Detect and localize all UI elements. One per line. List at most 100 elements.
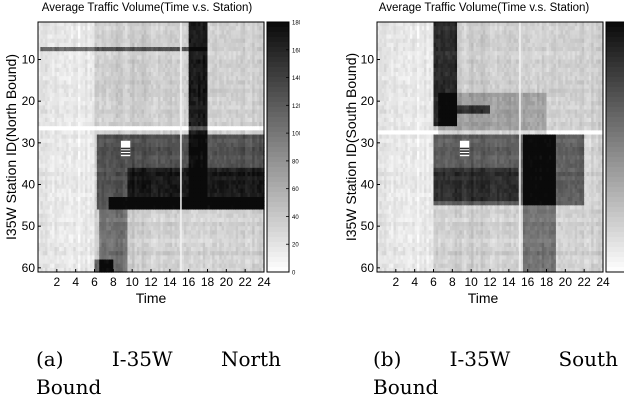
heatmap-cell [165, 101, 169, 106]
heatmap-cell [141, 51, 145, 56]
heatmap-cell [122, 192, 126, 198]
heatmap-cell [52, 51, 56, 56]
heatmap-cell [195, 238, 199, 244]
heatmap-cell [75, 76, 79, 81]
heatmap-cell [82, 109, 86, 115]
heatmap-cell [63, 38, 67, 44]
heatmap-cell [122, 38, 126, 44]
heatmap-cell [52, 105, 56, 111]
heatmap-cell [132, 155, 136, 161]
heatmap-cell [125, 59, 129, 65]
heatmap-cell [70, 92, 74, 98]
heatmap-cell [110, 159, 114, 165]
heatmap-cell [54, 30, 58, 36]
heatmap-cell [45, 47, 49, 52]
heatmap-cell [110, 167, 114, 173]
heatmap-cell [38, 184, 41, 190]
heatmap-cell [165, 76, 169, 81]
heatmap-cell [42, 22, 46, 27]
heatmap-cell [219, 55, 223, 61]
heatmap-cell [219, 63, 223, 69]
heatmap-cell [207, 122, 211, 127]
heatmap-cell [153, 130, 157, 136]
heatmap-cell [94, 92, 98, 98]
heatmap-cell [209, 126, 213, 131]
heatmap-cell [151, 51, 154, 56]
heatmap-cell [148, 192, 152, 198]
heatmap-cell [165, 88, 169, 94]
heatmap-cell [122, 242, 126, 248]
heatmap-cell [223, 134, 227, 140]
heatmap-cell [47, 101, 51, 106]
heatmap-cell [183, 151, 187, 156]
heatmap-cell [85, 122, 89, 127]
heatmap-cell [85, 226, 89, 231]
heatmap-cell [96, 259, 100, 265]
heatmap-cell [231, 47, 234, 52]
heatmap-cell [172, 97, 176, 102]
heatmap-cell [207, 126, 211, 131]
heatmap-cell [108, 88, 112, 94]
heatmap-cell [214, 242, 218, 248]
heatmap-cell [158, 155, 162, 161]
heatmap-cell [56, 259, 60, 265]
heatmap-cell [85, 259, 89, 265]
heatmap-cell [162, 172, 166, 177]
heatmap-cell [202, 267, 206, 273]
heatmap-cell [209, 263, 213, 269]
heatmap-cell [115, 47, 119, 52]
heatmap-cell [198, 122, 202, 127]
heatmap-cell [75, 84, 79, 90]
heatmap-cell [103, 30, 107, 36]
heatmap-cell [80, 213, 84, 219]
heatmap-cell [75, 192, 79, 198]
heatmap-cell [38, 76, 41, 81]
heatmap-cell [132, 113, 136, 119]
heatmap-cell [92, 213, 96, 219]
heatmap-cell [45, 238, 49, 244]
heatmap-cell [118, 22, 121, 27]
heatmap-cell [70, 201, 74, 206]
heatmap-cell [129, 30, 133, 36]
heatmap-cell [115, 155, 119, 161]
heatmap-cell [153, 117, 157, 123]
heatmap-cell [54, 147, 58, 152]
heatmap-cell [186, 51, 190, 56]
heatmap-cell [205, 47, 209, 52]
heatmap-cell [54, 167, 58, 173]
heatmap-cell [228, 159, 232, 165]
heatmap-cell [52, 42, 56, 48]
heatmap-cell [228, 267, 232, 273]
heatmap-cell [47, 167, 51, 173]
heatmap-cell [99, 42, 103, 48]
heatmap-cell [101, 192, 105, 198]
heatmap-cell [63, 259, 67, 265]
heatmap-cell [101, 172, 105, 177]
heatmap-cell [59, 97, 63, 102]
heatmap-cell [59, 47, 63, 52]
heatmap-cell [155, 59, 159, 65]
heatmap-cell [132, 188, 136, 194]
heatmap-cell [63, 101, 67, 106]
heatmap-cell [136, 247, 140, 252]
heatmap-cell [40, 163, 44, 169]
heatmap-cell [56, 251, 60, 256]
heatmap-cell [122, 105, 126, 111]
heatmap-cell [127, 222, 131, 227]
heatmap-cell [80, 130, 84, 136]
heatmap-cell [54, 38, 58, 44]
heatmap-cell [153, 84, 157, 90]
heatmap-cell [228, 109, 232, 115]
heatmap-cell [101, 88, 105, 94]
heatmap-cell [172, 255, 176, 261]
heatmap-cell [209, 213, 213, 219]
heatmap-cell [216, 142, 220, 148]
heatmap-cell [228, 192, 232, 198]
heatmap-cell [188, 184, 192, 190]
heatmap-cell [223, 197, 227, 202]
heatmap-cell [228, 59, 232, 65]
heatmap-cell [167, 238, 171, 244]
heatmap-cell [221, 238, 225, 244]
heatmap-cell [169, 134, 173, 140]
heatmap-cell [207, 151, 211, 156]
